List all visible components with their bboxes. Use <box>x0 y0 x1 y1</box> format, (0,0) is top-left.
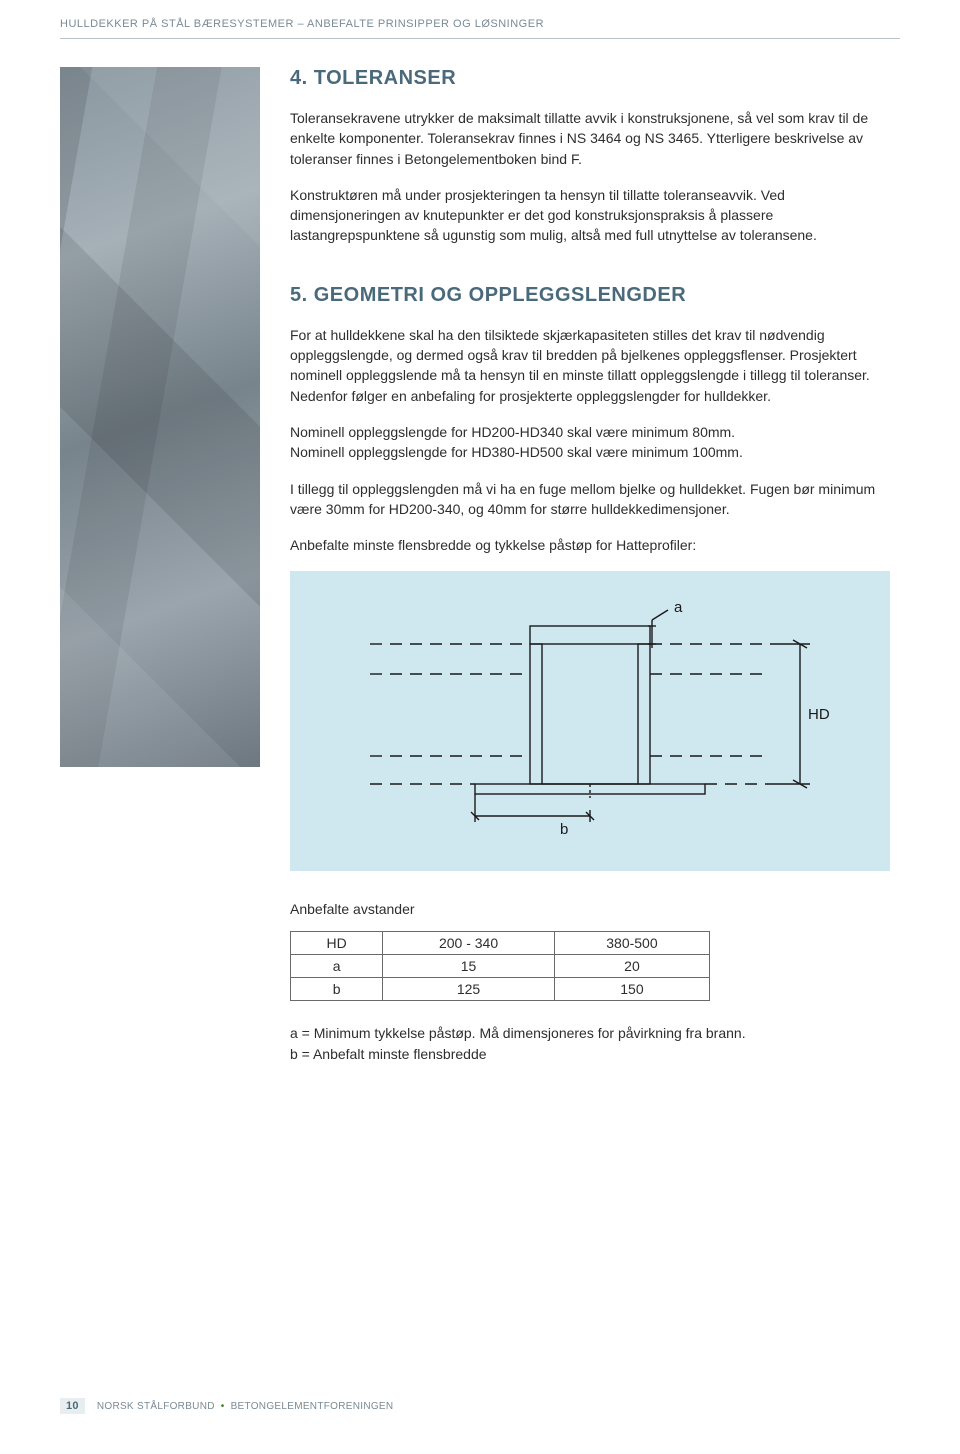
table-cell: 15 <box>383 955 555 978</box>
table-row: HD 200 - 340 380-500 <box>291 932 710 955</box>
decorative-photo <box>60 67 260 767</box>
section5-title: 5. GEOMETRI OG OPPLEGGSLENGDER <box>290 284 890 307</box>
table-cell: HD <box>291 932 383 955</box>
diagram-label-hd: HD <box>808 706 830 723</box>
diagram-label-a: a <box>674 599 683 616</box>
section4-p2: Konstruktøren må under prosjekteringen t… <box>290 185 890 246</box>
table-row: b 125 150 <box>291 978 710 1001</box>
table-cell: 125 <box>383 978 555 1001</box>
running-title: HULLDEKKER PÅ STÅL BÆRESYSTEMER – ANBEFA… <box>0 18 544 30</box>
hat-profile-diagram: a HD b <box>290 571 890 871</box>
page-number: 10 <box>60 1398 85 1414</box>
distances-heading: Anbefalte avstander <box>290 901 890 917</box>
table-cell: 20 <box>554 955 709 978</box>
document-page: HULLDEKKER PÅ STÅL BÆRESYSTEMER – ANBEFA… <box>0 0 960 1454</box>
page-footer: 10 NORSK STÅLFORBUND • BETONGELEMENTFORE… <box>60 1398 393 1414</box>
table-cell: a <box>291 955 383 978</box>
table-cell: b <box>291 978 383 1001</box>
header-rule <box>60 38 900 39</box>
section5-p1: For at hulldekkene skal ha den tilsikted… <box>290 325 890 406</box>
legend-line-a: a = Minimum tykkelse påstøp. Må dimensjo… <box>290 1023 890 1043</box>
sidebar <box>60 67 290 1064</box>
table-cell: 150 <box>554 978 709 1001</box>
section4-p1: Toleransekravene utrykker de maksimalt t… <box>290 108 890 169</box>
section5-p3: I tillegg til oppleggslengden må vi ha e… <box>290 479 890 520</box>
table-row: a 15 20 <box>291 955 710 978</box>
footer-org1: NORSK STÅLFORBUND <box>97 1401 215 1412</box>
section5-p2: Nominell oppleggslengde for HD200-HD340 … <box>290 422 890 463</box>
running-header: HULLDEKKER PÅ STÅL BÆRESYSTEMER – ANBEFA… <box>0 0 960 38</box>
legend-line-b: b = Anbefalt minste flensbredde <box>290 1044 890 1064</box>
section5-p4: Anbefalte minste flensbredde og tykkelse… <box>290 535 890 555</box>
diagram-label-b: b <box>560 821 568 838</box>
section4-title: 4. TOLERANSER <box>290 67 890 90</box>
distances-table: HD 200 - 340 380-500 a 15 20 b 125 150 <box>290 931 710 1001</box>
content-column: 4. TOLERANSER Toleransekravene utrykker … <box>290 67 890 1064</box>
diagram-svg: a HD b <box>330 586 850 856</box>
legend: a = Minimum tykkelse påstøp. Må dimensjo… <box>290 1023 890 1064</box>
table-cell: 380-500 <box>554 932 709 955</box>
main-columns: 4. TOLERANSER Toleransekravene utrykker … <box>0 67 960 1064</box>
table-cell: 200 - 340 <box>383 932 555 955</box>
footer-separator-icon: • <box>221 1401 225 1412</box>
footer-org2: BETONGELEMENTFORENINGEN <box>231 1401 394 1412</box>
